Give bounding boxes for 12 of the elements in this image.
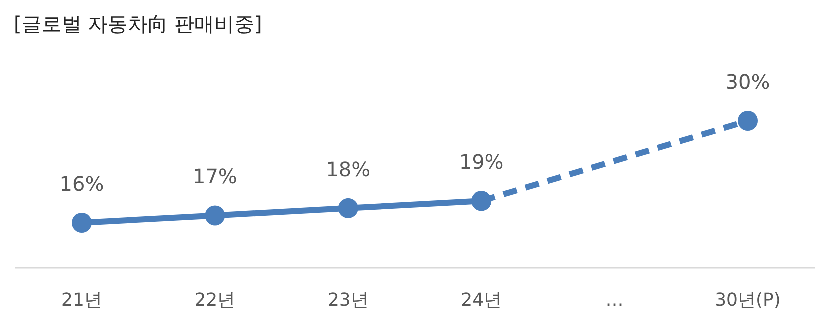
data-label: 16% xyxy=(60,172,104,196)
data-label: 19% xyxy=(459,150,504,174)
data-label: 18% xyxy=(326,157,371,182)
x-tick: 23년 xyxy=(328,290,369,311)
data-label: 30% xyxy=(726,70,770,94)
x-tick: 21년 xyxy=(62,290,102,311)
x-tick: 24년 xyxy=(461,290,502,311)
data-label: 17% xyxy=(192,164,238,189)
title: [글로벌 자동차向 판매비중] xyxy=(14,12,262,36)
x-tick: 30년(P) xyxy=(715,290,781,311)
x-tick: … xyxy=(606,290,624,311)
x-tick: 22년 xyxy=(194,290,236,311)
